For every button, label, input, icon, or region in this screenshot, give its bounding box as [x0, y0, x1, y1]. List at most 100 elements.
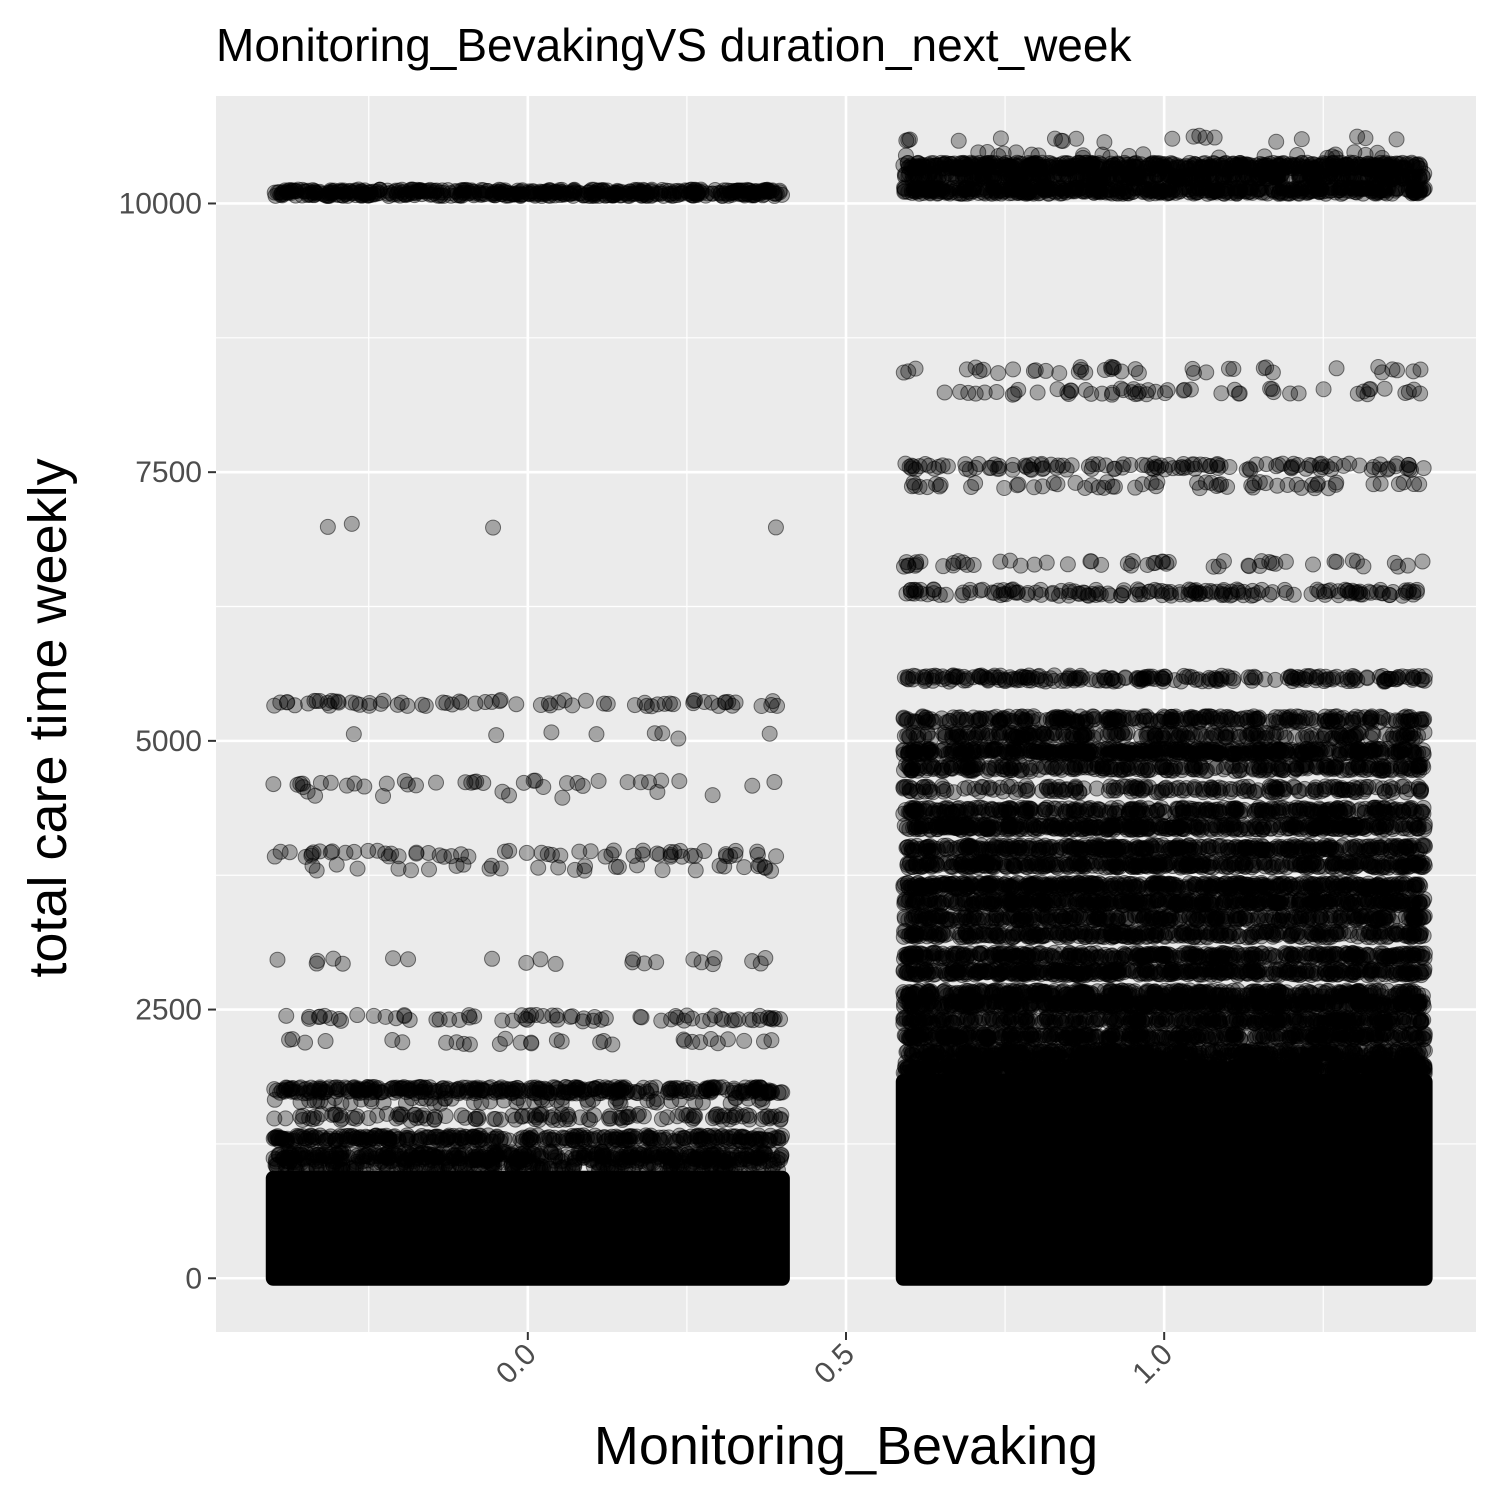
- data-point: [1194, 673, 1211, 690]
- data-point: [1357, 130, 1374, 147]
- data-point: [1250, 181, 1267, 198]
- data-point: [671, 773, 688, 790]
- data-point: [696, 843, 713, 860]
- data-point: [1372, 475, 1389, 492]
- data-point: [695, 1131, 712, 1148]
- data-point: [437, 1090, 454, 1107]
- data-point: [1092, 586, 1109, 603]
- data-point: [618, 1145, 635, 1162]
- data-point: [1081, 671, 1098, 688]
- data-point: [1130, 364, 1147, 381]
- data-point: [559, 1106, 576, 1123]
- data-point: [767, 519, 784, 536]
- data-point: [1293, 131, 1310, 148]
- data-point: [484, 950, 501, 967]
- data-point: [309, 952, 326, 969]
- data-point: [1053, 672, 1070, 689]
- data-point: [311, 1146, 328, 1163]
- data-point: [673, 1145, 690, 1162]
- data-point: [1328, 360, 1345, 377]
- data-point: [654, 862, 671, 879]
- data-point: [766, 774, 783, 791]
- data-point: [589, 182, 606, 199]
- data-point: [684, 1033, 701, 1050]
- data-point: [1306, 480, 1323, 497]
- data-point: [1347, 584, 1364, 601]
- data-point: [501, 787, 518, 804]
- data-point: [694, 1094, 711, 1111]
- data-point: [453, 1107, 470, 1124]
- data-point: [1148, 458, 1165, 475]
- data-point: [588, 726, 605, 743]
- data-point: [1246, 475, 1263, 492]
- data-point: [1063, 457, 1080, 474]
- data-point: [430, 1149, 447, 1166]
- data-point: [1184, 360, 1201, 377]
- data-point: [1355, 558, 1372, 575]
- data-point: [306, 183, 323, 200]
- data-point: [718, 182, 735, 199]
- data-point: [929, 185, 946, 202]
- data-point: [317, 1033, 334, 1050]
- data-point: [1362, 584, 1379, 601]
- data-point: [488, 1128, 505, 1145]
- data-point: [1220, 360, 1237, 377]
- data-point: [486, 1110, 503, 1127]
- data-point: [349, 1007, 366, 1024]
- data-point: [311, 692, 328, 709]
- data-point: [607, 1094, 624, 1111]
- data-point: [539, 1091, 556, 1108]
- data-point: [548, 1032, 565, 1049]
- data-point: [638, 697, 655, 714]
- data-point: [508, 696, 525, 713]
- data-point: [485, 519, 502, 536]
- data-point: [1077, 479, 1094, 496]
- data-point: [520, 185, 537, 202]
- data-point: [1026, 556, 1043, 573]
- data-point: [761, 1110, 778, 1127]
- data-point: [533, 844, 550, 861]
- data-point: [1012, 669, 1029, 686]
- data-point: [326, 1106, 343, 1123]
- data-point: [1213, 671, 1230, 688]
- data-point: [269, 951, 286, 968]
- data-point: [277, 1110, 294, 1127]
- data-point: [901, 131, 918, 148]
- data-point: [530, 859, 547, 876]
- data-point: [763, 862, 780, 879]
- data-point: [497, 1030, 514, 1047]
- data-point: [1230, 385, 1247, 402]
- data-point: [1346, 670, 1363, 687]
- data-point: [347, 1110, 364, 1127]
- data-point: [480, 1080, 497, 1097]
- data-point: [299, 783, 316, 800]
- data-point: [1404, 671, 1421, 688]
- data-point: [1187, 585, 1204, 602]
- data-point: [773, 1146, 790, 1163]
- data-point: [1115, 382, 1132, 399]
- data-point: [1210, 558, 1227, 575]
- data-point: [1018, 586, 1035, 603]
- data-point: [653, 1111, 670, 1128]
- data-point: [491, 693, 508, 710]
- data-point: [723, 1012, 740, 1029]
- data-point: [967, 475, 984, 492]
- data-point: [335, 1143, 352, 1160]
- data-point: [903, 457, 920, 474]
- data-point: [950, 132, 967, 149]
- data-point: [1315, 381, 1332, 398]
- data-point: [1390, 476, 1407, 493]
- data-point: [1327, 476, 1344, 493]
- data-point: [1360, 180, 1377, 197]
- data-point: [736, 859, 753, 876]
- data-point: [1284, 458, 1301, 475]
- data-point: [610, 859, 627, 876]
- data-point: [971, 363, 988, 380]
- data-point: [518, 844, 535, 861]
- data-point: [1005, 361, 1022, 378]
- data-point: [1388, 131, 1405, 148]
- data-point: [585, 1144, 602, 1161]
- data-point: [518, 954, 535, 971]
- data-point: [1004, 386, 1021, 403]
